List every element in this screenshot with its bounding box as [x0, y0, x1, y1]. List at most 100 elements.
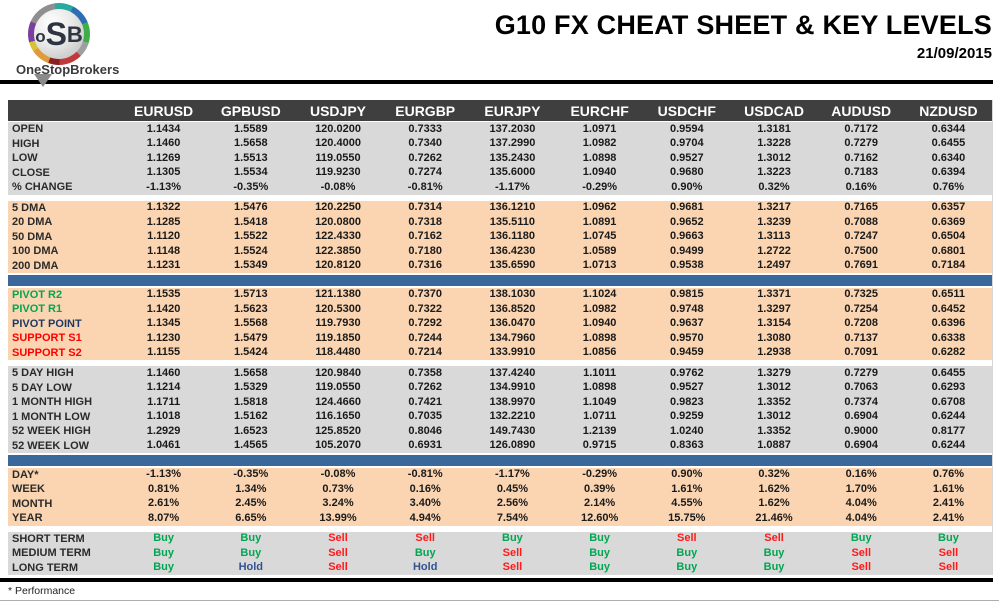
row-label: LONG TERM: [12, 561, 78, 574]
cell: 1.5329: [233, 381, 268, 394]
cell: 1.2722: [757, 244, 791, 257]
column-header-audusd: AUDUSD: [831, 102, 892, 119]
cell: 1.5818: [233, 395, 268, 408]
cell: 0.9815: [669, 288, 704, 301]
cell: 124.4660: [315, 395, 361, 408]
cell: Buy: [763, 561, 785, 574]
cell: Buy: [414, 546, 436, 559]
fx-cheat-sheet-table: EURUSD GPBUSD USDJPY EURGBP EURJPY EURCHF USDC…: [8, 100, 993, 575]
cell: -0.29%: [582, 468, 618, 481]
column-header-row: EURUSD GPBUSD USDJPY EURGBP EURJPY EURCHF USDC…: [8, 100, 992, 122]
cell: 4.04%: [845, 511, 877, 524]
cell: 0.6396: [931, 317, 966, 330]
cell: 1.3371: [757, 288, 791, 301]
cell: 1.3012: [757, 410, 791, 423]
cell: 1.3297: [757, 302, 791, 315]
cell: 1.5479: [233, 331, 268, 344]
row-label: 5 DAY HIGH: [12, 367, 74, 380]
cell: 8.07%: [148, 511, 180, 524]
logo-brand-name: OneStopBrokers: [16, 62, 120, 77]
cell: 1.0940: [582, 166, 617, 179]
cell: 0.9823: [669, 395, 704, 408]
cell: 3.24%: [322, 497, 354, 510]
performance-footnote: * Performance: [8, 585, 76, 597]
blue-section-divider: [8, 453, 992, 468]
cell: 0.9762: [669, 366, 704, 379]
cell: 1.3012: [757, 151, 791, 164]
table-row: 200 DMA 1.1231 1.5349 120.8120 0.7316 135.659…: [8, 258, 992, 273]
cell: Buy: [240, 546, 262, 559]
cell: Buy: [153, 546, 174, 559]
cell: 1.1230: [146, 331, 181, 344]
row-label: SUPPORT S1: [12, 332, 82, 345]
cell: Sell: [764, 532, 784, 545]
cell: 0.7162: [408, 230, 443, 243]
cell: 0.76%: [932, 180, 965, 193]
cell: 0.6455: [931, 137, 966, 150]
cell: 0.7370: [408, 288, 443, 301]
cell: 0.7063: [844, 381, 879, 394]
row-label: 200 DMA: [12, 259, 59, 272]
cell: 1.0962: [582, 201, 617, 214]
cell: 136.1180: [489, 230, 536, 243]
row-label: 50 DMA: [12, 230, 53, 243]
cell: 0.90%: [671, 180, 703, 193]
cell: 2.41%: [932, 497, 965, 510]
table-row: MONTH 2.61% 2.45% 3.24% 3.40% 2.56% 2.14% 4.55%…: [8, 496, 992, 511]
cell: 1.4565: [233, 439, 268, 452]
cell: 0.8046: [408, 424, 443, 437]
row-label: 100 DMA: [12, 245, 59, 258]
table-row: PIVOT POINT 1.1345 1.5568 119.7930 0.7292 136…: [8, 316, 992, 331]
cell: 134.7960: [489, 331, 536, 344]
cell: 1.3228: [757, 137, 791, 150]
cell: 149.7430: [489, 424, 536, 437]
cell: Buy: [153, 532, 174, 545]
row-label: MEDIUM TERM: [12, 547, 91, 560]
cell: 1.5476: [233, 201, 268, 214]
cell: 0.7314: [408, 201, 443, 214]
cell: 0.16%: [409, 482, 441, 495]
cell: 1.3012: [757, 381, 791, 394]
cell: 133.9910: [489, 346, 536, 359]
cell: 0.7035: [408, 410, 443, 423]
cell: 132.2210: [489, 410, 536, 423]
cell: Buy: [850, 532, 872, 545]
cell: Buy: [589, 532, 610, 545]
table-row: LOW 1.1269 1.5513 119.0550 0.7262 135.2430 1.0…: [8, 151, 992, 166]
cell: 1.1214: [146, 381, 181, 394]
table-row: 52 WEEK LOW 1.0461 1.4565 105.2070 0.6931 126…: [8, 438, 992, 453]
cell: 0.7691: [844, 259, 879, 272]
top-divider-rule: [0, 80, 993, 84]
cell: 0.81%: [148, 482, 180, 495]
column-header-gpbusd: GPBUSD: [220, 102, 281, 119]
cell: 1.62%: [758, 497, 790, 510]
bottom-divider-rule: [0, 578, 993, 582]
cell: 0.9680: [669, 166, 704, 179]
cell: 0.6904: [844, 439, 879, 452]
cell: 0.7262: [408, 381, 443, 394]
cell: 1.1155: [147, 346, 181, 359]
cell: 0.6282: [931, 346, 966, 359]
cell: 0.6244: [931, 439, 966, 452]
cell: 1.1024: [582, 288, 617, 301]
cell: 1.5623: [233, 302, 268, 315]
cell: 1.0711: [583, 410, 617, 423]
cell: 1.2139: [582, 424, 617, 437]
cell: 2.56%: [496, 497, 529, 510]
table-row: 5 DAY HIGH 1.1460 1.5658 120.9840 0.7358 137.…: [8, 366, 992, 381]
column-header-eurchf: EURCHF: [570, 102, 629, 119]
cell: 1.3154: [757, 317, 791, 330]
cell: 1.2497: [757, 259, 791, 272]
row-label: CLOSE: [12, 166, 50, 179]
cell: 1.1285: [146, 215, 181, 228]
cell: 122.3850: [315, 244, 361, 257]
cell: 0.6904: [844, 410, 879, 423]
cell: 1.1535: [146, 288, 181, 301]
table-row: 1 MONTH HIGH 1.1711 1.5818 124.4660 0.7421 13…: [8, 395, 992, 410]
column-header-eurusd: EURUSD: [134, 102, 194, 119]
cell: 12.60%: [580, 511, 619, 524]
cell: -0.81%: [407, 180, 443, 193]
cell: 1.1460: [146, 366, 181, 379]
cell: 0.9681: [669, 201, 704, 214]
cell: 135.2430: [489, 151, 536, 164]
